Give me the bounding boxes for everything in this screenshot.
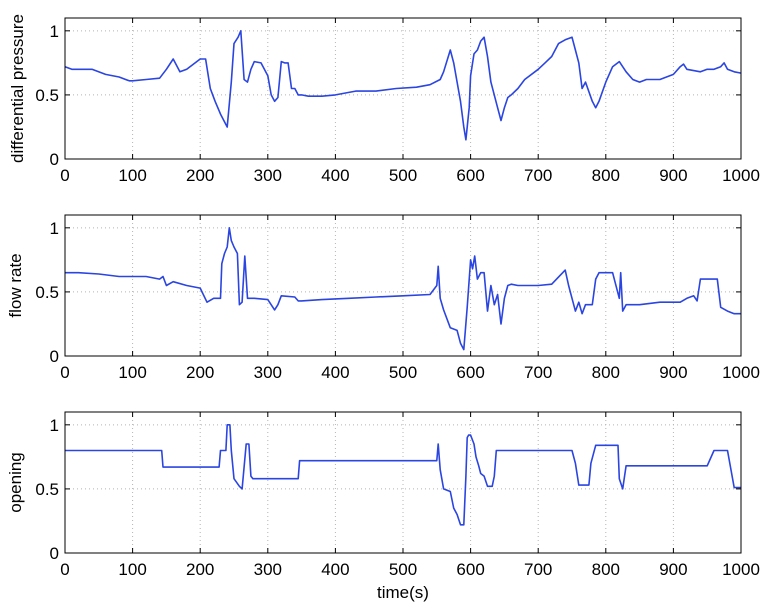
x-tick-label: 100: [118, 560, 146, 579]
y-tick-label: 1: [50, 22, 59, 41]
x-tick-label: 900: [659, 166, 687, 185]
x-tick-label: 400: [321, 166, 349, 185]
panel-3: 0 100 200 300 400 500 600 700 800 900 1000 0 0.5 1 ope…: [6, 411, 760, 602]
y-tick-label: 0: [50, 544, 59, 563]
y-tick-label: 1: [50, 219, 59, 238]
x-tick-label: 500: [389, 166, 417, 185]
x-tick-label: 700: [524, 363, 552, 382]
x-tick-label: 300: [254, 363, 282, 382]
x-tick-label: 1000: [722, 363, 760, 382]
y-tick-label: 0.5: [35, 480, 59, 499]
y-axis-label: differential pressure: [8, 14, 27, 163]
x-tick-label: 200: [186, 560, 214, 579]
y-tick-label: 0.5: [35, 283, 59, 302]
x-tick-label: 700: [524, 560, 552, 579]
x-tick-label: 300: [254, 560, 282, 579]
y-tick-label: 0.5: [35, 86, 59, 105]
x-tick-label: 0: [60, 560, 69, 579]
x-tick-label: 400: [321, 560, 349, 579]
x-tick-label: 800: [592, 166, 620, 185]
series-line: [65, 423, 741, 526]
x-tick-label: 1000: [722, 560, 760, 579]
x-tick-label: 300: [254, 166, 282, 185]
x-tick-label: 900: [659, 560, 687, 579]
x-axis-label: time(s): [377, 583, 429, 602]
axes-box: [64, 411, 742, 554]
series-line: [65, 227, 741, 351]
x-tick-label: 900: [659, 363, 687, 382]
x-tick-label: 500: [389, 363, 417, 382]
y-axis-label: flow rate: [6, 253, 25, 317]
y-tick-label: 0: [50, 150, 59, 169]
y-axis-label: opening: [6, 452, 25, 513]
x-tick-label: 600: [456, 166, 484, 185]
x-tick-label: 600: [456, 560, 484, 579]
x-tick-label: 400: [321, 363, 349, 382]
x-tick-label: 100: [118, 363, 146, 382]
x-tick-label: 0: [60, 363, 69, 382]
x-tick-label: 600: [456, 363, 484, 382]
y-tick-label: 1: [50, 416, 59, 435]
x-tick-label: 500: [389, 560, 417, 579]
x-tick-label: 200: [186, 363, 214, 382]
x-tick-label: 1000: [722, 166, 760, 185]
x-tick-label: 800: [592, 560, 620, 579]
series-line: [64, 29, 742, 141]
x-tick-label: 0: [60, 166, 69, 185]
x-tick-label: 200: [186, 166, 214, 185]
x-tick-label: 700: [524, 166, 552, 185]
x-tick-label: 800: [592, 363, 620, 382]
panel-2: 0 100 200 300 400 500 600 700 800 900 1000 0 0.5 1 flo…: [6, 214, 760, 382]
x-tick-label: 100: [118, 166, 146, 185]
y-tick-label: 0: [50, 347, 59, 366]
panel-1: 0 100 200 300 400 500 600 700 800 900 1000 0 0.5 1 dif…: [8, 14, 760, 185]
